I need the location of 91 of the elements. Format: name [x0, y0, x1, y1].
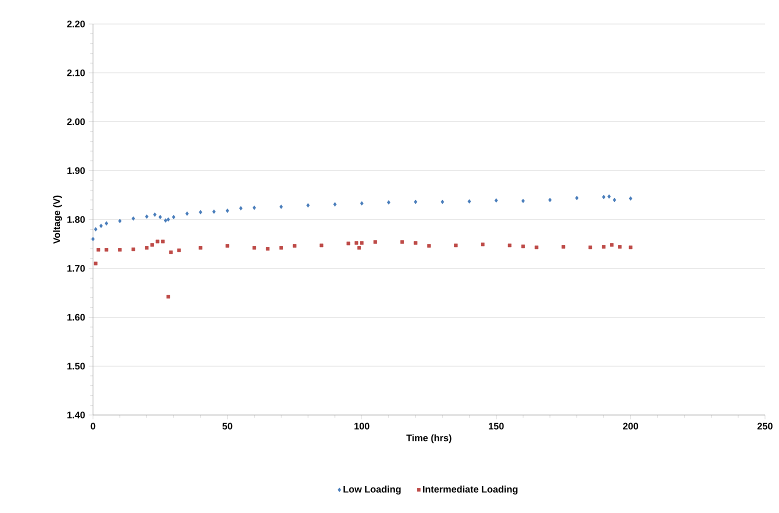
point: [494, 198, 498, 203]
point: [145, 214, 148, 219]
point: [252, 206, 256, 210]
point: [400, 240, 404, 244]
x-tick-label: 250: [757, 422, 773, 430]
point: [150, 243, 154, 247]
point: [575, 196, 579, 200]
point: [99, 224, 103, 228]
point: [414, 200, 418, 204]
point: [607, 194, 611, 199]
point: [612, 198, 616, 202]
x-axis-title: Time (hrs): [406, 434, 452, 444]
point: [104, 221, 108, 226]
point: [279, 204, 283, 209]
point: [212, 209, 216, 214]
point: [562, 245, 566, 249]
point: [306, 203, 310, 208]
x-tick-label: 50: [222, 422, 232, 430]
y-tick-label: 1.50: [67, 362, 85, 370]
point: [414, 241, 418, 245]
point: [104, 248, 108, 252]
point: [161, 240, 165, 244]
y-tick-label: 1.60: [67, 314, 85, 321]
point: [279, 246, 283, 250]
point: [360, 241, 364, 245]
point: [166, 217, 170, 222]
legend-label: Low Loading: [344, 486, 401, 495]
point: [153, 212, 157, 217]
point: [508, 244, 512, 248]
point: [91, 236, 95, 242]
point: [320, 244, 324, 248]
point: [521, 244, 525, 248]
point: [118, 218, 122, 224]
point: [226, 244, 230, 248]
y-tick-label: 2.00: [67, 118, 85, 126]
point: [292, 244, 296, 248]
point: [239, 206, 243, 210]
point: [427, 244, 431, 248]
point: [354, 241, 358, 245]
y-tick-label: 1.90: [67, 167, 85, 174]
point: [164, 218, 168, 223]
point: [144, 246, 149, 250]
point: [602, 245, 606, 249]
point: [198, 210, 202, 214]
point: [198, 246, 202, 250]
legend-label: Intermediate Loading: [423, 486, 518, 495]
x-tick-label: 100: [354, 422, 370, 430]
point: [628, 196, 632, 201]
point: [468, 199, 472, 204]
point: [156, 240, 160, 244]
point: [132, 216, 136, 221]
point: [94, 227, 98, 232]
point: [628, 246, 632, 250]
point: [158, 214, 162, 220]
point: [132, 248, 136, 252]
point: [480, 242, 485, 246]
point: [602, 194, 606, 200]
point: [177, 248, 181, 252]
point: [386, 200, 390, 205]
y-tick-label: 2.20: [67, 20, 85, 28]
x-tick-label: 0: [90, 422, 96, 430]
point: [252, 246, 256, 250]
point: [169, 250, 173, 254]
point: [346, 242, 350, 246]
point: [357, 246, 361, 250]
point: [118, 248, 122, 252]
y-tick-label: 1.70: [67, 265, 85, 272]
point: [185, 211, 189, 216]
y-tick-label: 1.80: [67, 216, 85, 223]
point: [610, 243, 614, 247]
point: [226, 208, 230, 213]
y-tick-label: 2.10: [67, 70, 85, 76]
x-tick-label: 150: [488, 422, 504, 430]
y-tick-label: 1.40: [67, 412, 85, 418]
y-axis-title: Voltage (V): [53, 196, 62, 244]
point: [534, 246, 538, 250]
point: [548, 198, 552, 202]
point: [588, 246, 592, 250]
point: [521, 198, 525, 204]
point: [166, 294, 170, 299]
point: [618, 245, 622, 249]
x-tick-label: 200: [623, 422, 638, 430]
point: [94, 262, 98, 266]
point: [333, 202, 337, 207]
point: [266, 247, 270, 251]
point: [96, 248, 100, 252]
point: [454, 244, 458, 248]
point: [172, 214, 176, 220]
point: [360, 201, 364, 206]
point: [440, 200, 444, 204]
point: [373, 240, 378, 244]
